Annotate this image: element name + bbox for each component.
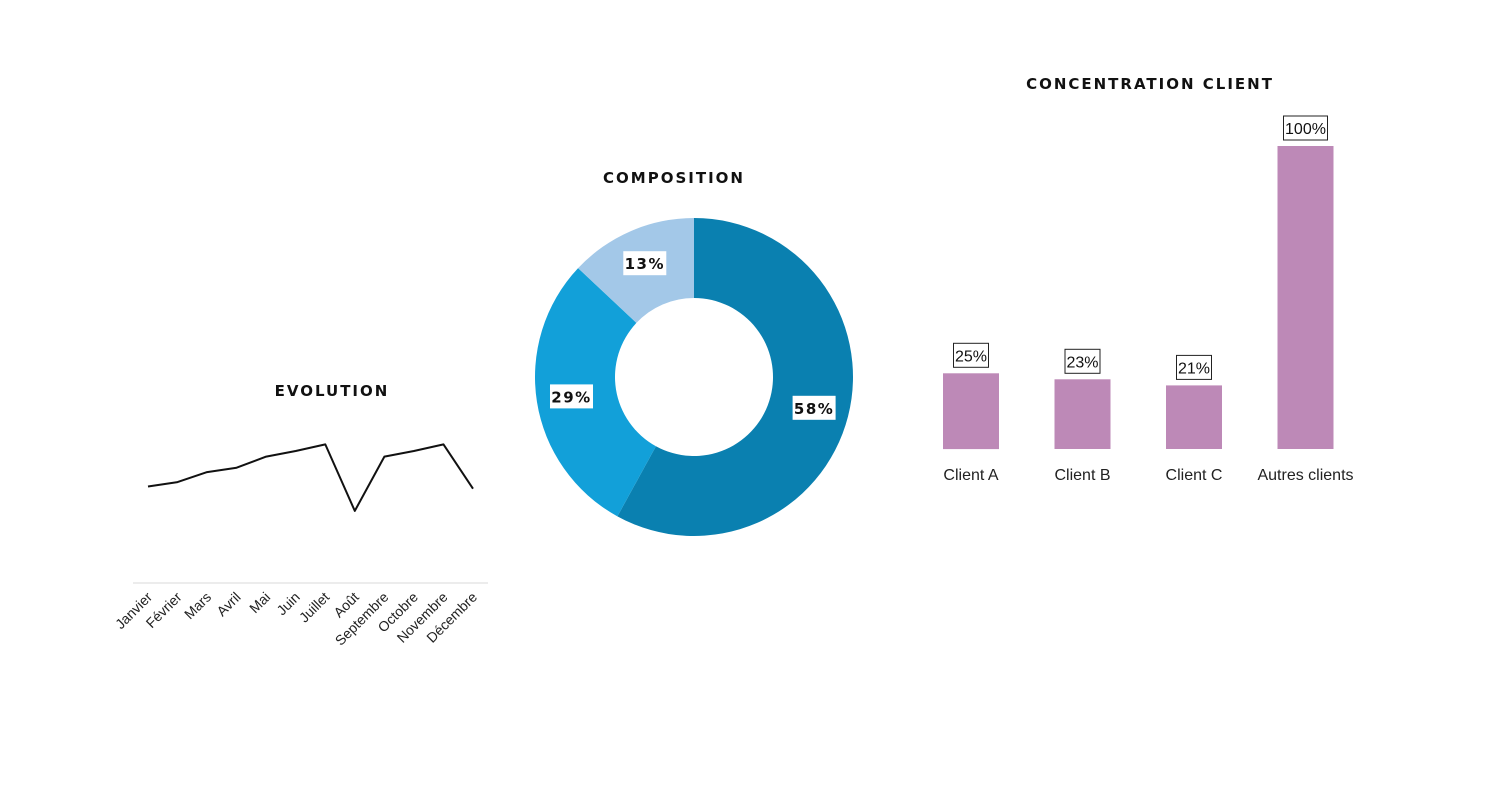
composition-chart: COMPOSITION 58% 29% 13% (535, 169, 854, 537)
concentration-data-label: 21% (1178, 360, 1210, 377)
evolution-x-tick: Juillet (296, 589, 333, 626)
concentration-data-label-box (1283, 115, 1328, 141)
composition-title: COMPOSITION (603, 169, 745, 187)
concentration-data-label: 23% (1066, 354, 1098, 371)
composition-label-box (623, 251, 667, 276)
composition-slices (535, 218, 854, 537)
composition-slice (617, 218, 854, 537)
composition-slice (535, 268, 656, 517)
evolution-x-tick: Avril (213, 589, 243, 619)
concentration-bar (1054, 379, 1111, 449)
concentration-category-label: Client B (1054, 467, 1110, 484)
evolution-title: EVOLUTION (275, 382, 390, 400)
evolution-series-line (147, 443, 474, 512)
evolution-x-tick: Mars (181, 589, 214, 622)
composition-labels: 58% 29% 13% (550, 251, 836, 420)
concentration-category-label: Client C (1166, 467, 1223, 484)
concentration-bar (1166, 385, 1222, 449)
concentration-bar (1277, 146, 1334, 449)
concentration-bars: 25% Client A 23% Client B 21% Client C 100% Aut… (943, 115, 1354, 484)
composition-slice-label: 58% (794, 400, 834, 418)
concentration-data-label: 25% (955, 348, 987, 365)
concentration-bar (943, 373, 999, 450)
concentration-data-label-box (1176, 354, 1212, 380)
concentration-title: CONCENTRATION CLIENT (1026, 75, 1274, 93)
composition-label-box (792, 395, 836, 420)
composition-slice-label: 13% (625, 255, 665, 273)
concentration-data-label-box (953, 342, 989, 368)
concentration-data-label-box (1064, 348, 1101, 374)
composition-slice-label: 29% (551, 388, 591, 406)
evolution-x-tick: Mai (246, 589, 273, 616)
concentration-chart: CONCENTRATION CLIENT 25% Client A 23% Clien… (943, 75, 1354, 484)
concentration-category-label: Autres clients (1257, 467, 1353, 484)
composition-label-box (550, 384, 593, 409)
concentration-category-label: Client A (943, 467, 998, 484)
concentration-data-label: 100% (1285, 121, 1326, 138)
